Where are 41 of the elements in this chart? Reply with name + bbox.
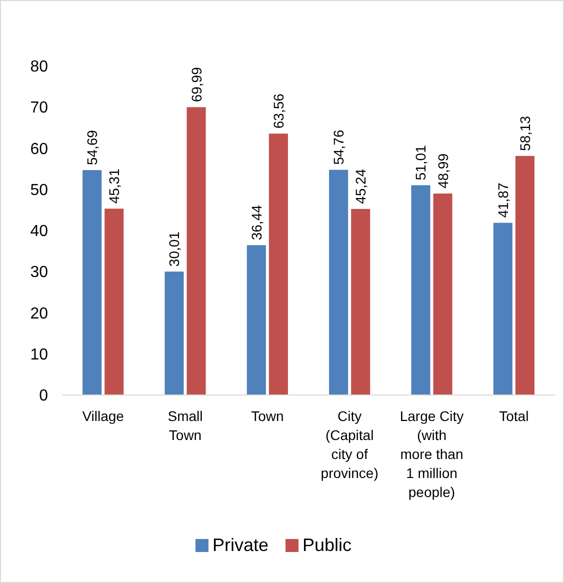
x-tick-label: Village — [82, 408, 124, 424]
data-label: 58,13 — [516, 116, 533, 151]
x-tick-label: Town — [251, 408, 284, 424]
x-tick-label: City (Capital city of province) — [320, 408, 378, 481]
bar — [351, 208, 370, 395]
y-tick-label: 70 — [30, 100, 48, 117]
bar — [104, 208, 124, 395]
data-label: 54,76 — [330, 130, 347, 165]
x-tick-label: Large City (with more than 1 million people) — [400, 408, 464, 500]
data-label: 51,01 — [412, 144, 429, 180]
bar — [493, 222, 512, 395]
data-label: 41,87 — [494, 182, 511, 218]
data-label: 69,99 — [188, 66, 204, 102]
y-tick-label: 80 — [30, 58, 48, 76]
y-tick-label: 20 — [30, 305, 48, 322]
data-label: 48,99 — [434, 153, 451, 189]
bar — [515, 156, 534, 395]
bar — [164, 272, 184, 395]
x-tick-label: Small Town — [168, 408, 203, 443]
bar — [246, 245, 266, 395]
bar — [268, 134, 288, 395]
legend-label: Public — [302, 535, 352, 555]
data-label: 45,31 — [106, 168, 122, 204]
bar — [329, 170, 348, 395]
y-tick-label: 60 — [30, 140, 48, 158]
bar — [186, 107, 206, 395]
data-label: 54,69 — [84, 130, 100, 166]
legend-label: Private — [212, 535, 269, 555]
data-label: 30,01 — [166, 231, 182, 267]
bar — [411, 185, 430, 395]
data-label: 63,56 — [270, 93, 286, 129]
bar — [433, 194, 452, 395]
bar — [82, 170, 102, 395]
data-label: 45,24 — [352, 168, 369, 204]
y-tick-label: 40 — [30, 223, 48, 240]
y-tick-label: 30 — [30, 264, 48, 282]
data-label: 36,44 — [248, 204, 264, 240]
y-tick-label: 10 — [30, 346, 48, 364]
x-tick-label: Total — [499, 408, 529, 424]
y-tick-label: 50 — [30, 182, 48, 199]
y-tick-label: 0 — [39, 388, 48, 405]
